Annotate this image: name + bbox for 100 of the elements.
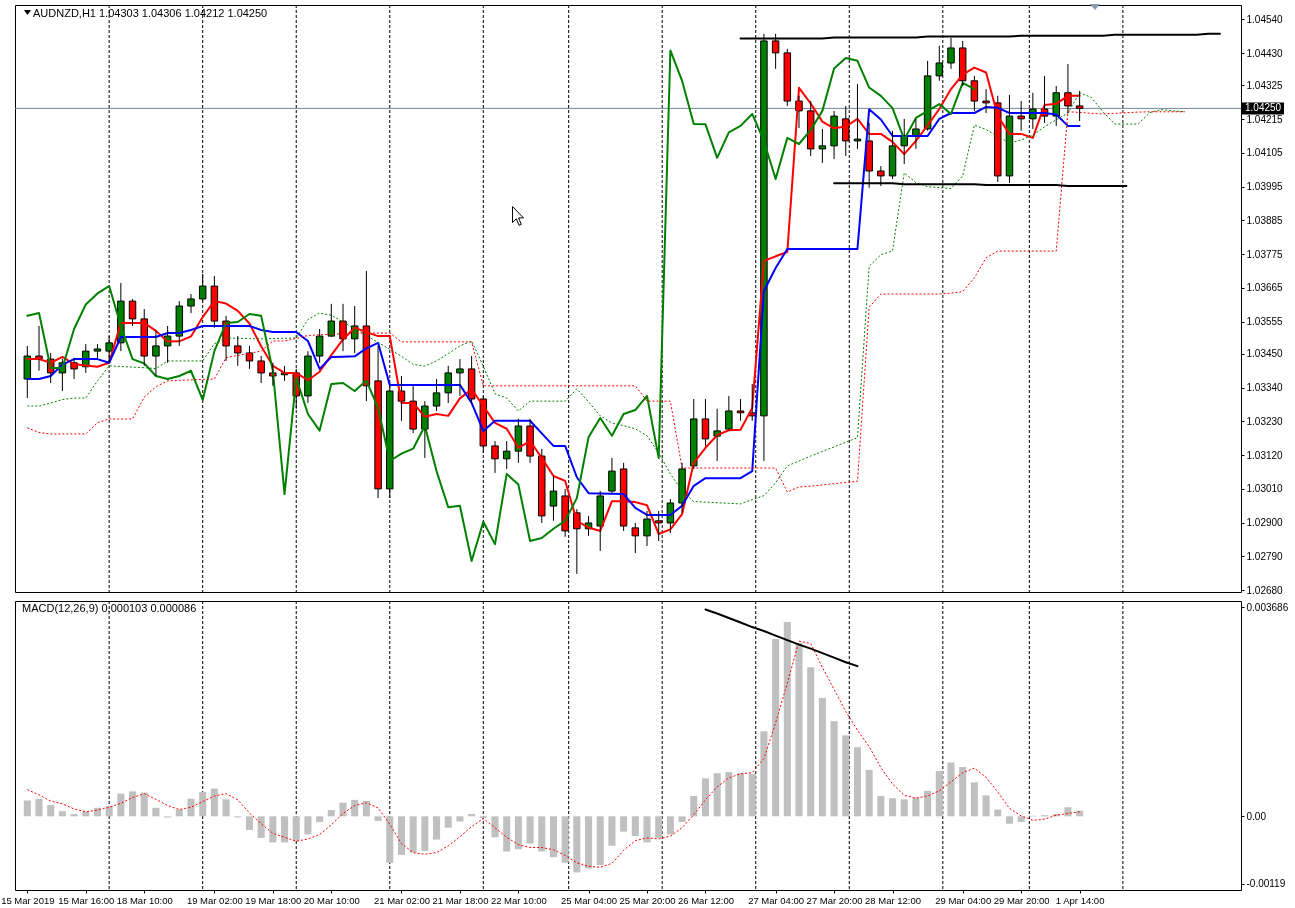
bar — [1017, 816, 1025, 822]
candlestick — [526, 418, 534, 464]
candlestick — [806, 100, 815, 157]
y-tick-label: 1.02790 — [1246, 550, 1284, 562]
bar — [222, 799, 230, 817]
line-series — [26, 640, 1081, 868]
bar — [35, 798, 43, 817]
bar — [514, 816, 522, 850]
candlestick — [23, 345, 32, 399]
bar — [538, 816, 546, 852]
candlestick — [128, 298, 137, 327]
bar — [1005, 816, 1013, 824]
candlestick — [491, 440, 499, 474]
bar — [526, 816, 534, 844]
candlestick — [140, 308, 148, 367]
candlestick — [175, 300, 184, 347]
y-tick-label: 1.04430 — [1246, 47, 1284, 59]
bar — [491, 816, 499, 838]
candlestick — [362, 270, 371, 402]
candlestick — [619, 462, 628, 532]
candlestick — [432, 378, 441, 412]
bar — [549, 816, 557, 858]
bar — [444, 816, 452, 828]
y-tick-label: 1.03010 — [1246, 483, 1284, 495]
bar — [701, 778, 709, 817]
candlestick — [701, 398, 710, 447]
candlestick — [912, 118, 920, 150]
candlestick — [608, 457, 616, 494]
candlestick — [538, 448, 546, 524]
x-tick-label: 22 Mar 10:00 — [490, 894, 547, 906]
chart-title: MACD(12,26,9) 0.000103 0.000086 — [22, 602, 197, 614]
bar — [678, 816, 686, 822]
y-tick-label: 1.03995 — [1246, 181, 1284, 193]
bar — [503, 816, 511, 852]
x-tick-label: 18 Mar 10:00 — [116, 894, 173, 906]
bar — [643, 816, 651, 843]
bar — [585, 816, 593, 869]
y-tick-label: 1.03775 — [1246, 248, 1284, 260]
bar — [959, 767, 967, 817]
bar — [210, 788, 218, 817]
candlestick — [409, 385, 417, 434]
candlestick — [818, 128, 827, 164]
candlestick — [923, 60, 932, 132]
bar — [853, 747, 861, 817]
bar — [456, 816, 464, 822]
bar — [152, 807, 160, 817]
candlestick — [386, 385, 394, 499]
candlestick — [257, 355, 265, 384]
bar — [409, 816, 417, 853]
x-tick-label: 25 Mar 20:00 — [619, 894, 676, 906]
candlestick — [152, 330, 160, 377]
bar — [690, 795, 698, 817]
y-tick-label: 1.03885 — [1246, 214, 1284, 226]
y-tick-label: 1.03120 — [1246, 449, 1284, 461]
candlestick — [339, 303, 347, 352]
candlestick — [853, 83, 862, 150]
candlestick — [830, 110, 838, 160]
bar — [713, 773, 721, 817]
x-tick-label: 20 Mar 10:00 — [303, 894, 360, 906]
y-tick-label: 1.04105 — [1246, 147, 1284, 159]
y-tick-label: 1.04215 — [1246, 113, 1284, 125]
bar — [935, 771, 943, 817]
bar — [433, 816, 441, 840]
bar — [655, 816, 663, 838]
bar — [117, 793, 125, 817]
bar — [281, 816, 289, 843]
candlestick — [736, 398, 745, 422]
y-tick-label: 1.03555 — [1246, 316, 1284, 328]
bar — [58, 811, 66, 817]
bar — [877, 795, 885, 817]
candlestick — [304, 350, 312, 404]
candlestick — [93, 343, 102, 359]
bar — [397, 816, 405, 855]
bar — [47, 805, 55, 817]
bar — [631, 816, 639, 837]
x-tick-label: 29 Mar 20:00 — [993, 894, 1050, 906]
candlestick — [234, 335, 242, 367]
chart-title: AUDNZD,H1 1.04303 1.04306 1.04212 1.04250 — [33, 7, 268, 19]
bar — [842, 735, 850, 817]
candlestick — [187, 293, 195, 314]
bar — [596, 816, 604, 866]
bar — [292, 816, 300, 841]
candlestick — [467, 355, 476, 404]
candlestick — [245, 345, 254, 370]
candlestick — [374, 345, 382, 499]
bar — [573, 816, 581, 873]
bar — [760, 731, 768, 817]
bar — [421, 816, 429, 851]
y-tick-label: 1.03340 — [1246, 382, 1284, 394]
bar — [23, 800, 31, 817]
y-tick-label: -0.00119 — [1246, 878, 1286, 890]
bar — [666, 816, 674, 835]
candlestick — [596, 490, 604, 552]
y-tick-label: 1.02680 — [1246, 584, 1284, 596]
x-tick-label: 27 Mar 20:00 — [806, 894, 863, 906]
candlestick — [1017, 100, 1025, 132]
bar — [924, 790, 932, 817]
bar — [374, 816, 382, 821]
y-tick-label: 1.03665 — [1246, 282, 1284, 294]
y-tick-label: 0.00 — [1246, 810, 1267, 822]
